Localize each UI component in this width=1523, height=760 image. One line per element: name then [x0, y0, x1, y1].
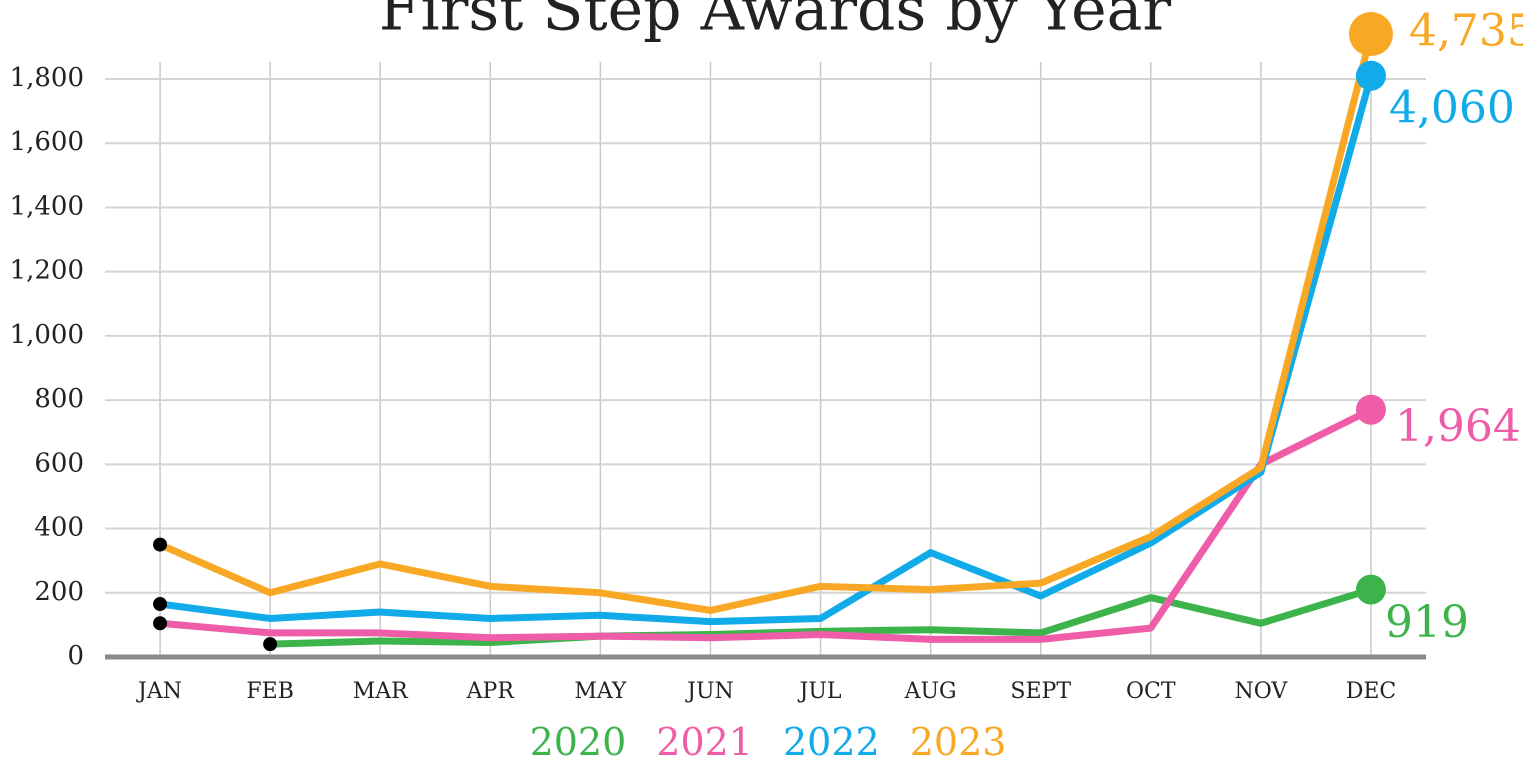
y-tick-label: 200	[34, 577, 84, 607]
start-dot	[263, 637, 278, 652]
end-label: 919	[1385, 597, 1469, 648]
start-dot	[153, 597, 168, 612]
start-dot	[153, 537, 168, 552]
y-tick-label: 1,400	[10, 191, 84, 221]
legend-item: 2021	[656, 720, 753, 760]
chart-title: First Step Awards by Year	[379, 0, 1171, 45]
x-tick-label: MAY	[574, 679, 627, 704]
line-series	[159, 74, 1375, 626]
y-tick-label: 1,000	[10, 320, 84, 350]
x-tick-label: DEC	[1346, 679, 1397, 704]
end-label: 4,060	[1389, 82, 1515, 133]
end-label: 4,735	[1409, 6, 1523, 57]
end-dot	[1355, 574, 1386, 605]
x-tick-label: SEPT	[1010, 679, 1071, 704]
x-tick-label: JUL	[798, 679, 842, 704]
end-dot	[1348, 12, 1393, 57]
x-tick-label: JAN	[136, 679, 182, 704]
legend-item: 2023	[910, 720, 1007, 760]
end-label: 1,964	[1395, 401, 1521, 452]
line-series	[159, 406, 1373, 643]
legend-item: 2020	[530, 720, 627, 760]
x-tick-label: AUG	[904, 679, 957, 704]
legend: 2020 2021 2022 2023	[530, 720, 1007, 760]
end-dot	[1355, 394, 1386, 425]
y-tick-label: 1,800	[10, 63, 84, 93]
start-dot	[153, 616, 168, 631]
y-tick-label: 1,600	[10, 127, 84, 157]
x-tick-label: FEB	[246, 679, 294, 704]
x-tick-label: NOV	[1234, 679, 1288, 704]
y-tick-label: 0	[67, 641, 84, 671]
line-series	[158, 33, 1375, 614]
y-tick-label: 600	[34, 448, 84, 478]
x-tick-label: MAR	[353, 679, 409, 704]
y-tick-label: 400	[34, 513, 84, 543]
y-tick-label: 800	[34, 384, 84, 414]
legend-item: 2022	[783, 720, 880, 760]
x-tick-label: JUN	[685, 679, 734, 704]
x-tick-label: OCT	[1126, 679, 1176, 704]
end-dot	[1355, 60, 1386, 91]
y-tick-label: 1,200	[10, 256, 84, 286]
x-tick-label: APR	[466, 679, 516, 704]
